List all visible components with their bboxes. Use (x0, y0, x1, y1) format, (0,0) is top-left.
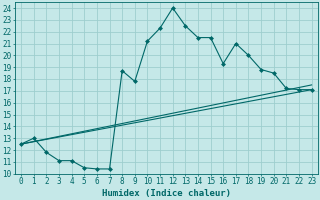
X-axis label: Humidex (Indice chaleur): Humidex (Indice chaleur) (102, 189, 231, 198)
